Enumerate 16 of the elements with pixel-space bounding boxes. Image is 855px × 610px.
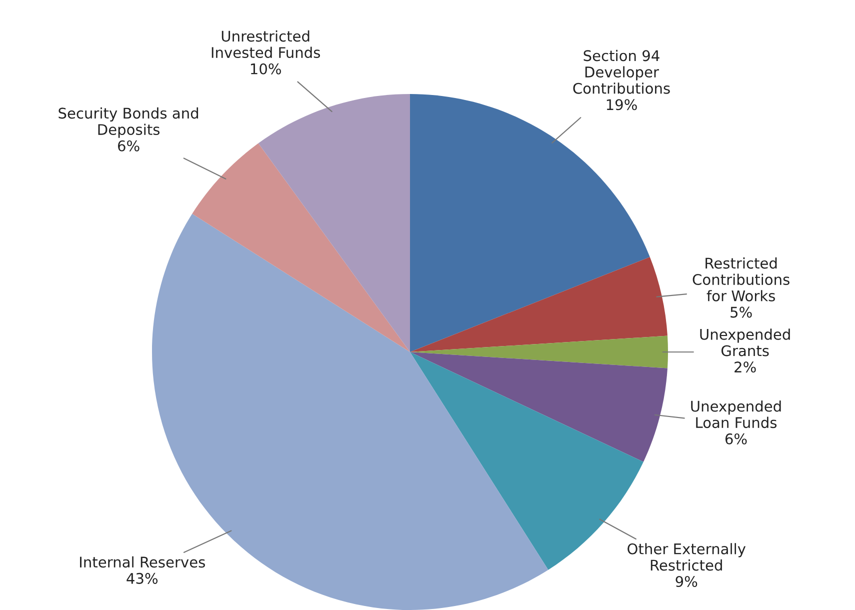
- data-label: 19%: [606, 99, 637, 110]
- data-label: 2%: [734, 362, 756, 373]
- data-label: 6%: [725, 433, 747, 444]
- slice-label: Section 94 Developer Contributions: [573, 50, 670, 94]
- data-label: 5%: [730, 306, 752, 318]
- data-label: 6%: [118, 140, 140, 152]
- slice-label: Unexpended Grants: [700, 328, 790, 356]
- slice-label: Security Bonds and Deposits: [58, 107, 198, 138]
- slice-label: Unexpended Loan Funds: [691, 400, 781, 428]
- data-label: 10%: [250, 63, 281, 74]
- data-label: 9%: [676, 576, 698, 588]
- slice-label: Restricted Contributions for Works: [692, 257, 790, 302]
- slice-label: Unrestricted Invested Funds: [212, 30, 320, 58]
- slice-label: Other Externally Restricted: [628, 543, 746, 571]
- data-label: 43%: [126, 572, 158, 584]
- slice-label: Internal Reserves: [80, 556, 205, 568]
